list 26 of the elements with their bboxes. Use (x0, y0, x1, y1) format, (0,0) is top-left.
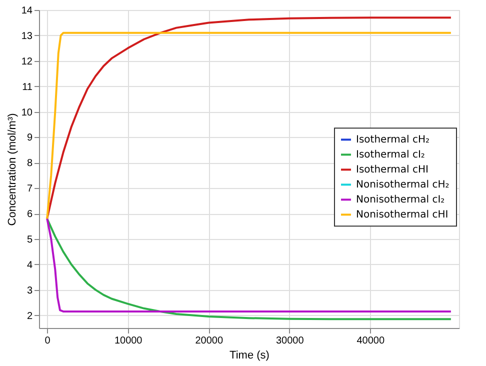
x-tick-label: 0 (44, 336, 51, 346)
x-tick-label: 20000 (195, 336, 224, 346)
y-tick-label: 7 (26, 184, 33, 195)
x-axis-title: Time (s) (230, 350, 270, 362)
legend-label: Nonisothermal cI₂ (356, 194, 445, 206)
legend-label: Nonisothermal cHI (356, 210, 448, 221)
y-tick-label: 9 (26, 132, 33, 144)
x-tick-label: 30000 (276, 336, 304, 346)
y-tick-label: 11 (22, 82, 33, 93)
y-tick-label: 4 (26, 260, 33, 271)
legend-label: Isothermal cI₂ (356, 150, 425, 161)
y-tick-label: 3 (26, 285, 33, 296)
x-tick-label: 10000 (114, 336, 143, 346)
y-tick-label: 13 (21, 30, 33, 42)
y-tick-label: 12 (21, 56, 33, 68)
y-axis-title: Concentration (mol/m³) (6, 113, 18, 226)
y-tick-label: 2 (26, 310, 33, 322)
y-tick-label: 6 (26, 209, 33, 220)
legend-label: Isothermal cH₂ (356, 134, 430, 146)
y-tick-label: 10 (21, 107, 33, 118)
y-tick-label: 8 (26, 158, 33, 170)
y-tick-label: 14 (21, 6, 33, 16)
legend-label: Isothermal cHI (356, 164, 428, 176)
x-tick-label: 40000 (356, 336, 385, 346)
legend-label: Nonisothermal cH₂ (356, 180, 450, 191)
y-tick-label: 5 (26, 234, 33, 246)
